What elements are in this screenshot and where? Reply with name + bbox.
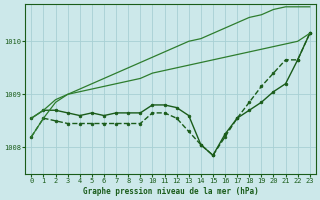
X-axis label: Graphe pression niveau de la mer (hPa): Graphe pression niveau de la mer (hPa) <box>83 187 259 196</box>
